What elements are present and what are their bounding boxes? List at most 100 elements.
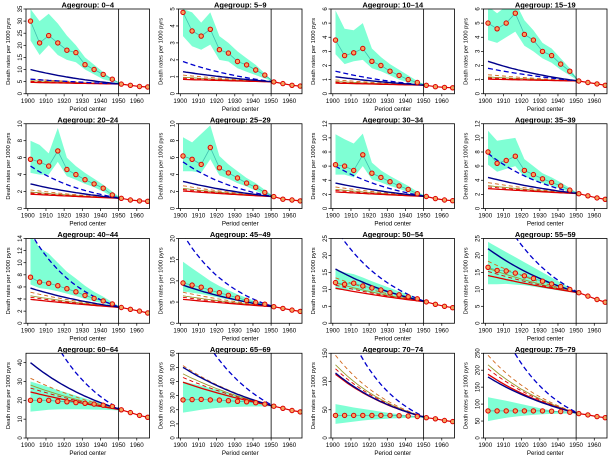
x-tick-label: 1940: [551, 327, 565, 334]
data-point: [207, 397, 214, 403]
x-tick-label: 1920: [362, 213, 376, 220]
data-point: [297, 409, 302, 415]
data-point: [73, 49, 79, 56]
data-point: [585, 193, 591, 199]
x-tick-label: 1910: [39, 98, 53, 105]
y-axis-label: Death rates per 1000 pyrs: [464, 18, 470, 85]
data-point: [576, 410, 582, 417]
y-tick-label: 5: [323, 304, 329, 308]
model-orange-dashed: [335, 355, 427, 419]
model-blue-dashed: [182, 60, 274, 83]
data-point: [36, 40, 43, 46]
y-tick-label: 5: [18, 79, 24, 83]
model-orange-dashed: [487, 74, 579, 82]
panel-frame: [330, 352, 455, 439]
x-tick-label: 1940: [551, 98, 565, 105]
data-point: [539, 408, 546, 414]
y-tick-label: 10: [476, 134, 482, 141]
data-point: [503, 20, 509, 26]
model-red-solid: [487, 187, 579, 195]
projection-line: [426, 301, 453, 309]
y-tick-label: 0: [18, 436, 24, 440]
x-tick-label: 1920: [362, 98, 376, 105]
x-tick-label: 1960: [130, 327, 144, 334]
data-point: [271, 79, 277, 85]
data-point: [127, 82, 134, 89]
x-tick-label: 1910: [39, 327, 53, 334]
data-point: [414, 79, 420, 86]
data-point: [396, 292, 402, 298]
x-tick-label: 1920: [362, 442, 376, 449]
x-tick-label: 1930: [533, 442, 547, 449]
data-point: [225, 50, 232, 56]
data-point: [494, 267, 500, 274]
x-tick-label: 1960: [435, 98, 449, 105]
data-point: [73, 171, 79, 178]
data-point: [594, 413, 600, 420]
projection-line: [273, 81, 301, 87]
data-point: [414, 191, 420, 197]
data-point: [198, 396, 204, 403]
data-point: [189, 156, 195, 163]
model-blue-solid: [335, 182, 427, 198]
model-blue-solid: [487, 60, 579, 82]
data-point: [189, 282, 195, 288]
data-point: [297, 308, 302, 315]
data-point: [369, 412, 375, 419]
y-tick-label: 15: [476, 268, 482, 275]
y-tick-label: 20: [171, 235, 177, 242]
data-point: [36, 279, 43, 285]
data-point: [405, 186, 411, 193]
x-tick-label: 1960: [282, 98, 296, 105]
y-tick-label: 4: [323, 178, 329, 182]
x-tick-label: 1910: [497, 327, 511, 334]
data-point: [594, 81, 600, 87]
y-tick-label: 50: [323, 406, 329, 413]
x-tick-label: 1950: [112, 442, 126, 449]
projection-line: [273, 306, 301, 312]
data-point: [100, 185, 106, 191]
x-tick-label: 1940: [551, 442, 565, 449]
data-point: [485, 264, 491, 270]
data-point: [262, 301, 268, 307]
data-point: [450, 305, 455, 311]
data-point: [414, 296, 420, 302]
model-red-dashed: [30, 192, 122, 199]
confidence-band: [30, 238, 122, 308]
x-axis-label: Period center: [374, 221, 411, 228]
model-blue-solid: [30, 287, 122, 309]
data-point: [567, 187, 573, 193]
data-point: [494, 26, 500, 32]
y-axis-label: Death rates per 1000 pyrs: [6, 133, 12, 200]
y-tick-label: 6: [323, 164, 329, 168]
x-tick-label: 1960: [282, 327, 296, 334]
x-tick-label: 1960: [435, 442, 449, 449]
plot-area: [180, 238, 302, 315]
y-tick-label: 100: [323, 376, 329, 387]
x-tick-label: 1910: [192, 98, 206, 105]
y-tick-label: 5: [171, 7, 177, 11]
data-point: [189, 28, 195, 34]
y-axis-label: Death rates per 1000 pyrs: [464, 247, 470, 314]
x-axis-label: Period center: [527, 221, 564, 228]
data-point: [351, 167, 357, 174]
x-tick-label: 1930: [533, 327, 547, 334]
x-tick-label: 1910: [344, 442, 358, 449]
data-point: [100, 298, 106, 304]
x-tick-label: 1930: [380, 442, 394, 449]
confidence-band: [335, 269, 427, 302]
x-tick-label: 1910: [497, 442, 511, 449]
data-point: [521, 273, 528, 279]
data-point: [64, 399, 70, 405]
x-tick-label: 1930: [75, 213, 89, 220]
data-point: [503, 268, 509, 274]
y-tick-label: 30: [171, 392, 177, 399]
y-tick-label: 6: [171, 155, 177, 159]
x-tick-label: 1900: [173, 442, 187, 449]
data-point: [198, 33, 204, 39]
data-point: [332, 412, 339, 419]
data-point: [27, 18, 34, 24]
data-point: [180, 397, 186, 403]
x-axis-label: Period center: [69, 221, 106, 228]
model-blue-dashed: [184, 238, 274, 308]
